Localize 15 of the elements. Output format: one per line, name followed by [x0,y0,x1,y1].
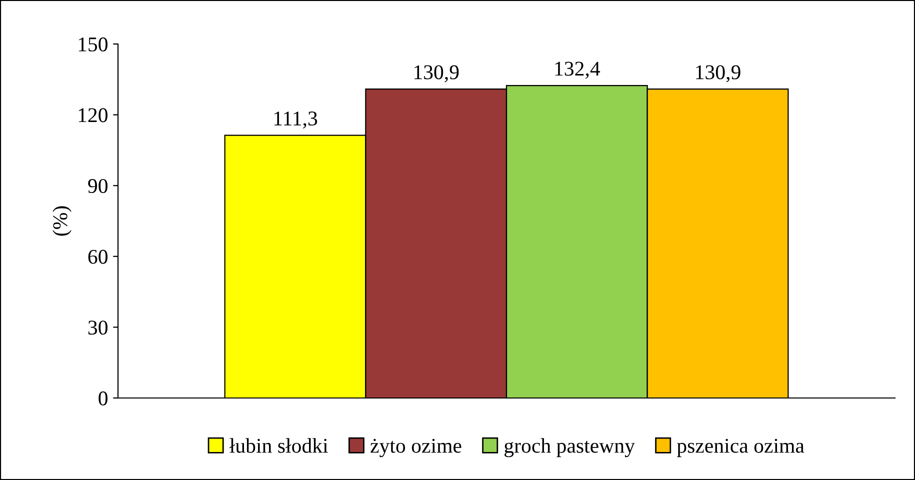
data-label: 130,9 [696,65,740,82]
y-tick-label: 30 [88,320,108,335]
legend-label: pszenica ozima [676,438,804,458]
y-tick-label: 90 [88,178,108,194]
data-label: 132,4 [555,62,600,79]
data-label: 111,3 [274,112,318,129]
legend-label: łubin słodki [230,438,328,453]
data-label: 130,9 [414,65,459,82]
y-axis-title: (%) [52,206,72,236]
legend-label: żyto ozime [370,438,462,458]
legend-label: groch pastewny [504,438,635,458]
y-tick-label: 0 [98,391,108,406]
y-tick-label: 150 [78,37,108,52]
y-tick-label: 60 [88,250,108,264]
y-tick-label: 120 [78,108,108,122]
